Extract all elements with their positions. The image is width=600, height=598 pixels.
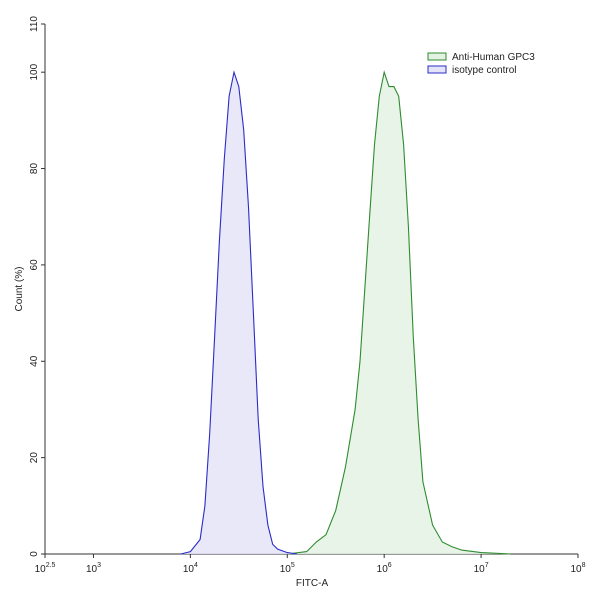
x-tick-label: 107 (474, 562, 489, 575)
y-tick-label: 20 (29, 452, 40, 464)
y-axis-label: Count (%) (14, 266, 25, 311)
x-tick-label: 108 (570, 562, 585, 575)
x-axis-label: FITC-A (296, 578, 329, 589)
x-tick-label: 105 (280, 562, 295, 575)
area-fill (180, 72, 297, 554)
y-tick-label: 80 (29, 163, 40, 175)
x-tick-label: 103 (86, 562, 101, 575)
x-tick-label: 104 (183, 562, 198, 575)
x-tick-label: 106 (377, 562, 392, 575)
legend-label: Anti-Human GPC3 (452, 52, 535, 63)
series-line (180, 70, 298, 555)
legend-label: isotype control (452, 65, 516, 76)
y-tick-label: 100 (29, 63, 40, 80)
x-tick-label: 102.5 (35, 562, 56, 575)
series-line (287, 70, 511, 555)
area-fill (287, 72, 511, 554)
y-tick-label: 110 (29, 16, 40, 32)
legend-swatch (427, 65, 447, 74)
y-tick-label: 60 (29, 259, 40, 271)
y-tick-label: 40 (29, 355, 40, 367)
legend-swatch (427, 52, 447, 61)
y-tick-label: 0 (29, 551, 40, 557)
